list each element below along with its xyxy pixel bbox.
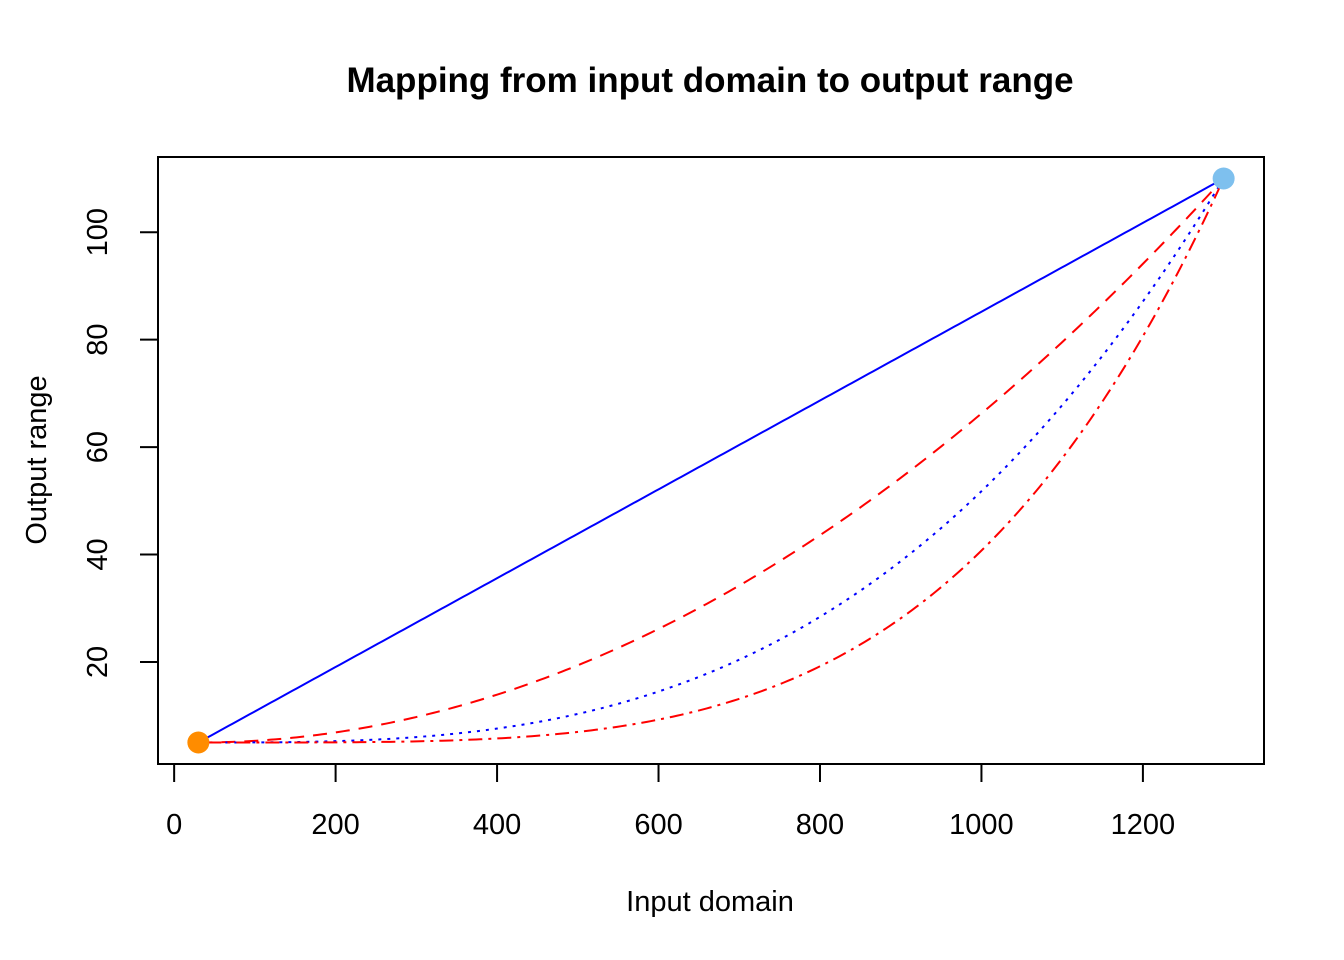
y-tick-label: 100 [82, 208, 114, 256]
endpoint-marker-1 [187, 731, 210, 754]
chart-title: Mapping from input domain to output rang… [346, 61, 1073, 100]
y-tick-label: 40 [82, 538, 114, 570]
y-tick-label: 60 [82, 431, 114, 463]
series-line-4 [198, 178, 1225, 744]
x-tick-label: 600 [634, 809, 682, 841]
y-tick-label: 80 [82, 324, 114, 356]
y-tick-label: 20 [82, 646, 114, 678]
x-tick-label: 1000 [949, 809, 1014, 841]
x-tick-label: 800 [796, 809, 844, 841]
x-tick-label: 200 [311, 809, 359, 841]
endpoint-marker-2 [1212, 167, 1235, 190]
x-axis: 0 200 400 600 800 1000 1200 [166, 763, 1176, 841]
x-axis-label: Input domain [626, 886, 794, 918]
series-line-2 [198, 177, 1225, 744]
x-tick-label: 1200 [1111, 809, 1176, 841]
x-tick-label: 400 [473, 809, 521, 841]
y-axis: 20 40 60 80 100 [82, 208, 159, 678]
x-tick-label: 0 [166, 809, 182, 841]
series-group [197, 177, 1225, 744]
series-line-1 [197, 177, 1225, 744]
points-group [187, 167, 1235, 754]
y-axis-label: Output range [21, 375, 53, 544]
